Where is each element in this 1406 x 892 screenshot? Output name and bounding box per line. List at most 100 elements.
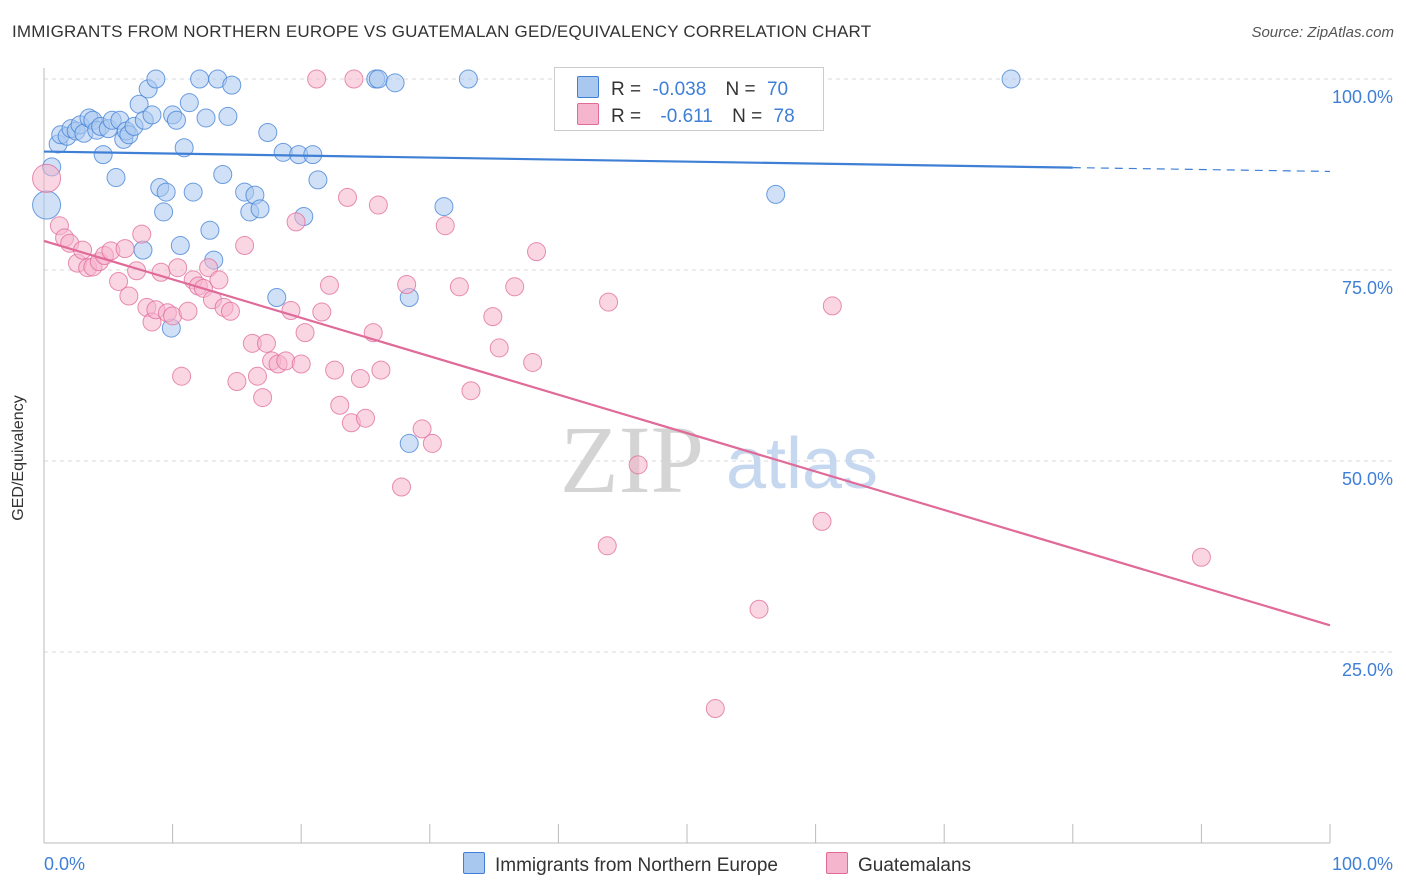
data-point-pink bbox=[172, 366, 192, 386]
data-point-pink bbox=[705, 699, 725, 719]
data-point-pink bbox=[422, 433, 442, 453]
data-point-pink bbox=[227, 372, 247, 392]
data-point-pink bbox=[307, 69, 327, 89]
data-point-pink bbox=[330, 395, 350, 415]
bottom-legend-swatch-pink bbox=[826, 852, 848, 874]
data-point-blue bbox=[458, 69, 478, 89]
data-point-pink bbox=[392, 477, 412, 497]
tick-labels: 25.0% 50.0% 75.0% 100.0% 0.0% 100.0% bbox=[44, 87, 1393, 874]
data-point-pink bbox=[109, 271, 129, 291]
legend-row-blue: R = -0.038 N = 70 bbox=[577, 76, 788, 101]
y-tick-label: 50.0% bbox=[1342, 469, 1393, 489]
stats-legend: R = -0.038 N = 70 R = -0.611 N = 78 bbox=[554, 67, 824, 131]
data-point-blue bbox=[385, 73, 405, 93]
data-point-pink bbox=[371, 360, 391, 380]
data-point-blue bbox=[368, 69, 388, 89]
data-point-pink bbox=[286, 212, 306, 232]
bottom-legend-pink-label: Guatemalans bbox=[858, 855, 972, 876]
data-point-blue bbox=[196, 108, 216, 128]
data-point-blue bbox=[200, 220, 220, 240]
data-point-pink bbox=[276, 351, 296, 371]
data-point-pink bbox=[220, 301, 240, 321]
data-point-pink bbox=[247, 366, 267, 386]
data-point-blue bbox=[170, 236, 190, 256]
data-point-pink bbox=[119, 286, 139, 306]
data-point-pink bbox=[489, 338, 509, 358]
data-point-pink bbox=[115, 239, 135, 259]
legend-blue-r-label: R = bbox=[611, 79, 642, 100]
data-point-blue bbox=[179, 93, 199, 113]
data-point-blue bbox=[267, 288, 287, 308]
data-point-blue bbox=[434, 197, 454, 217]
data-point-blue bbox=[258, 122, 278, 142]
legend-blue-r-value: -0.038 bbox=[652, 79, 707, 100]
data-point-pink bbox=[449, 277, 469, 297]
data-point-pink bbox=[356, 408, 375, 428]
source-label: Source: ZipAtlas.com bbox=[1251, 24, 1394, 41]
data-point-blue bbox=[218, 106, 238, 126]
data-point-pink bbox=[483, 307, 503, 327]
y-tick-label: 75.0% bbox=[1342, 278, 1393, 298]
data-point-pink bbox=[412, 419, 432, 439]
data-point-pink bbox=[344, 69, 364, 89]
data-point-blue bbox=[93, 145, 113, 165]
trend-lines bbox=[43, 150, 1331, 627]
data-point-pink bbox=[178, 301, 198, 321]
x-tick-label-min: 0.0% bbox=[44, 854, 85, 874]
trend-line-blue bbox=[43, 150, 1073, 169]
watermark-atlas: atlas bbox=[726, 424, 878, 504]
legend-blue-n-label: N = bbox=[725, 79, 756, 100]
data-point-blue bbox=[183, 182, 203, 202]
y-tick-label: 25.0% bbox=[1342, 660, 1393, 680]
data-point-pink bbox=[435, 216, 455, 236]
data-point-blue bbox=[174, 138, 194, 158]
data-point-pink bbox=[168, 258, 188, 278]
data-point-blue bbox=[156, 182, 176, 202]
data-point-pink bbox=[132, 224, 152, 244]
data-point-pink bbox=[312, 302, 332, 322]
data-point-blue bbox=[146, 69, 166, 89]
data-point-pink bbox=[1191, 547, 1211, 567]
watermark: ZIP atlas bbox=[560, 406, 878, 513]
data-point-blue bbox=[154, 202, 174, 222]
chart-title: IMMIGRANTS FROM NORTHERN EUROPE VS GUATE… bbox=[12, 22, 872, 41]
data-point-blue bbox=[308, 170, 328, 190]
data-point-pink bbox=[253, 388, 273, 408]
data-point-blue bbox=[166, 110, 186, 130]
data-point-blue bbox=[222, 75, 242, 95]
data-point-pink bbox=[527, 242, 547, 262]
data-point-pink bbox=[295, 323, 315, 343]
data-point-blue bbox=[766, 184, 786, 204]
data-point-pink bbox=[599, 292, 619, 312]
data-point-pink bbox=[523, 352, 543, 372]
bottom-legend-blue[interactable]: Immigrants from Northern Europe bbox=[463, 852, 778, 877]
data-point-pink bbox=[822, 296, 842, 316]
data-point-pink bbox=[199, 258, 219, 278]
legend-pink-r-value: -0.611 bbox=[660, 106, 713, 127]
legend-swatch-pink bbox=[577, 103, 599, 125]
data-point-blue bbox=[190, 69, 210, 89]
legend-swatch-blue bbox=[577, 76, 599, 98]
x-tick-label-max: 100.0% bbox=[1332, 854, 1393, 874]
legend-pink-n-value: 78 bbox=[773, 106, 795, 127]
bottom-legend-pink[interactable]: Guatemalans bbox=[826, 852, 971, 877]
data-point-pink bbox=[32, 163, 62, 193]
data-point-pink bbox=[319, 275, 339, 295]
bottom-legend-blue-label: Immigrants from Northern Europe bbox=[495, 855, 778, 876]
data-point-blue bbox=[142, 105, 162, 125]
gridlines bbox=[44, 78, 1392, 653]
legend-pink-r-label: R = bbox=[611, 106, 642, 127]
data-point-pink bbox=[337, 187, 357, 207]
data-point-pink bbox=[209, 270, 229, 290]
data-point-pink bbox=[291, 354, 311, 374]
data-point-pink bbox=[749, 599, 769, 619]
data-point-pink bbox=[505, 277, 525, 297]
trend-extension-blue bbox=[1072, 167, 1331, 173]
data-point-blue bbox=[106, 168, 126, 188]
data-point-pink bbox=[350, 368, 370, 388]
data-point-pink bbox=[368, 195, 388, 215]
legend-pink-n-label: N = bbox=[732, 106, 763, 127]
data-point-blue bbox=[213, 165, 233, 184]
data-point-blue bbox=[250, 199, 270, 219]
